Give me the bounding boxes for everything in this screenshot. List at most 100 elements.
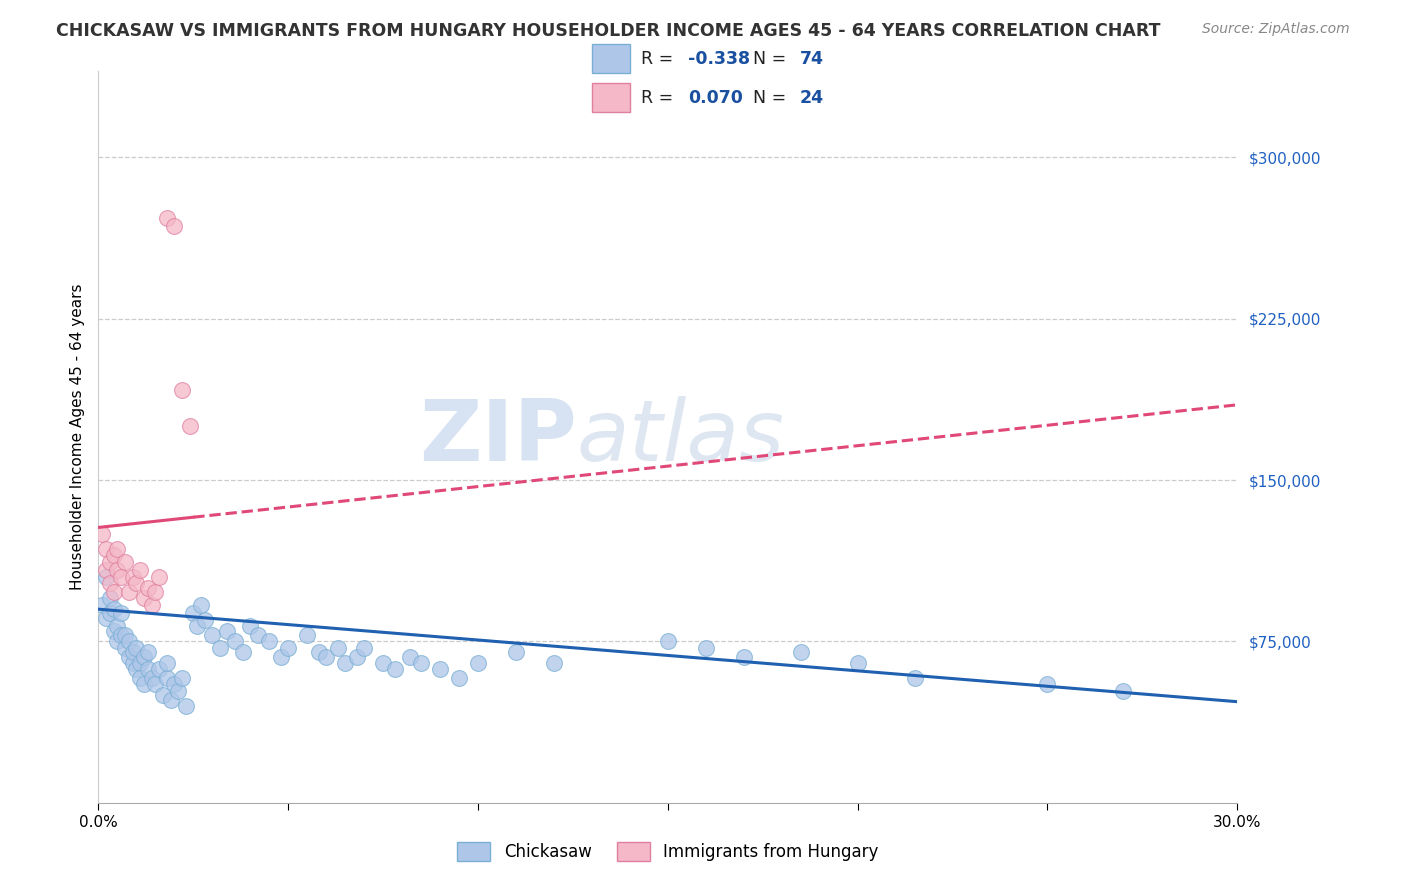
Point: [384, 662, 406, 676]
Bar: [592, 44, 630, 73]
Point: [156, 211, 179, 225]
Point: [259, 634, 281, 648]
Point: [136, 581, 159, 595]
Point: [132, 591, 155, 606]
Point: [121, 656, 143, 670]
Point: [239, 619, 262, 633]
Point: [129, 564, 152, 578]
Text: Source: ZipAtlas.com: Source: ZipAtlas.com: [1202, 22, 1350, 37]
Text: R =: R =: [641, 50, 679, 68]
Point: [141, 671, 163, 685]
Point: [141, 598, 163, 612]
Point: [297, 628, 319, 642]
Point: [398, 649, 420, 664]
Point: [174, 698, 197, 713]
Point: [107, 619, 129, 633]
Point: [846, 656, 869, 670]
Point: [371, 656, 394, 670]
Point: [110, 628, 132, 642]
Point: [103, 602, 125, 616]
Point: [217, 624, 239, 638]
Point: [114, 640, 136, 655]
Point: [152, 688, 174, 702]
Point: [159, 692, 181, 706]
Text: N =: N =: [754, 50, 792, 68]
Point: [156, 656, 179, 670]
Point: [170, 671, 193, 685]
Text: 0.070: 0.070: [688, 88, 742, 106]
Point: [125, 576, 148, 591]
Point: [163, 677, 186, 691]
Point: [346, 649, 368, 664]
Text: R =: R =: [641, 88, 679, 106]
Point: [232, 645, 254, 659]
Point: [148, 570, 170, 584]
Point: [179, 419, 201, 434]
Point: [467, 656, 489, 670]
Point: [353, 640, 375, 655]
Point: [904, 671, 927, 685]
Point: [326, 640, 349, 655]
Text: 24: 24: [800, 88, 824, 106]
Point: [790, 645, 813, 659]
Point: [163, 219, 186, 234]
Point: [543, 656, 565, 670]
Point: [505, 645, 527, 659]
Point: [145, 585, 167, 599]
Point: [145, 677, 167, 691]
Point: [107, 541, 129, 556]
Point: [190, 598, 212, 612]
Text: ZIP: ZIP: [419, 395, 576, 479]
Point: [224, 634, 246, 648]
Point: [132, 649, 155, 664]
Text: atlas: atlas: [576, 395, 785, 479]
Point: [733, 649, 755, 664]
Point: [208, 640, 231, 655]
Point: [94, 541, 117, 556]
Point: [201, 628, 224, 642]
Text: -0.338: -0.338: [688, 50, 749, 68]
Point: [167, 684, 190, 698]
Point: [98, 555, 121, 569]
Bar: [592, 83, 630, 112]
Point: [114, 628, 136, 642]
Point: [107, 564, 129, 578]
Point: [94, 570, 117, 584]
Point: [246, 628, 269, 642]
Point: [695, 640, 717, 655]
Point: [121, 645, 143, 659]
Text: 74: 74: [800, 50, 824, 68]
Text: N =: N =: [754, 88, 792, 106]
Point: [98, 591, 121, 606]
Point: [110, 570, 132, 584]
Point: [1036, 677, 1059, 691]
Point: [91, 598, 114, 612]
Point: [91, 527, 114, 541]
Point: [110, 607, 132, 621]
Point: [335, 656, 357, 670]
Legend: Chickasaw, Immigrants from Hungary: Chickasaw, Immigrants from Hungary: [450, 835, 886, 868]
Point: [449, 671, 471, 685]
Point: [118, 585, 141, 599]
Point: [277, 640, 299, 655]
Point: [183, 607, 205, 621]
Point: [148, 662, 170, 676]
Point: [429, 662, 451, 676]
Point: [657, 634, 679, 648]
Point: [103, 549, 125, 563]
Point: [118, 634, 141, 648]
Point: [118, 649, 141, 664]
Y-axis label: Householder Income Ages 45 - 64 years: Householder Income Ages 45 - 64 years: [69, 284, 84, 591]
Point: [125, 662, 148, 676]
Point: [194, 613, 217, 627]
Point: [107, 634, 129, 648]
Point: [308, 645, 330, 659]
Point: [125, 640, 148, 655]
Point: [129, 656, 152, 670]
Point: [103, 624, 125, 638]
Point: [94, 564, 117, 578]
Point: [103, 585, 125, 599]
Point: [121, 570, 143, 584]
Point: [1112, 684, 1135, 698]
Point: [170, 383, 193, 397]
